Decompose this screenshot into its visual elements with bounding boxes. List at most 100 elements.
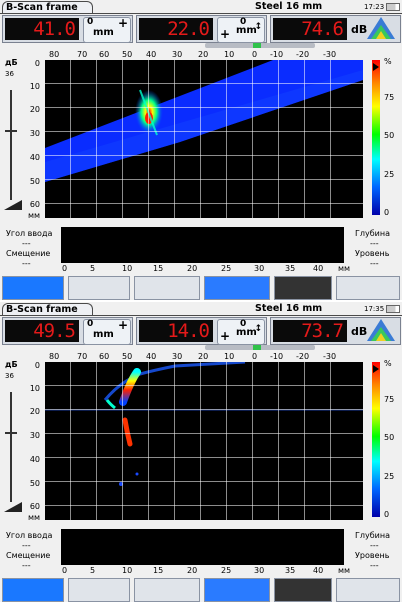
level-value: ---	[370, 561, 379, 570]
distance-unit-button[interactable]: 0 mm +	[83, 16, 131, 43]
x-tick: 30	[172, 352, 183, 361]
distance-value: 41.0	[5, 18, 79, 40]
y-tick: 20	[29, 407, 40, 416]
colorbar-tick: 75	[384, 93, 395, 102]
x-tick: 30	[172, 50, 183, 59]
wedge-button[interactable]	[134, 578, 200, 602]
depth-readout[interactable]: 22.0 0 mm + ↕	[136, 15, 267, 43]
y-tick: 30	[29, 431, 40, 440]
bscan-image[interactable]	[45, 60, 363, 218]
trace-tick: мм	[338, 264, 351, 273]
probe-button[interactable]	[68, 578, 130, 602]
y-tick: 10	[29, 384, 40, 393]
x-tick: 50	[122, 50, 133, 59]
trace-tick: 0	[62, 264, 68, 273]
angle-label: Угол ввода	[6, 531, 53, 540]
depth-unit-button[interactable]: 0 mm + ↕	[217, 319, 265, 345]
horizontal-scrollbar[interactable]	[205, 345, 315, 350]
frame-title: B-Scan frame #18	[2, 303, 93, 327]
plus-icon: +	[117, 16, 128, 30]
horizontal-scrollbar[interactable]	[205, 43, 315, 48]
wedge-button[interactable]	[134, 276, 200, 300]
x-tick: 0	[252, 352, 258, 361]
depth-label: Глубина	[355, 531, 390, 540]
gain-value: 74.6	[273, 18, 347, 40]
trace-tick: 10	[122, 264, 133, 273]
scroll-thumb[interactable]	[253, 345, 261, 350]
gain-slider-handle[interactable]	[5, 432, 17, 434]
depth-label: Глубина	[355, 229, 390, 238]
palette-button[interactable]: dB	[351, 319, 397, 343]
x-tick: 70	[77, 50, 88, 59]
bscan-frame-2: B-Scan frame #18 Steel 16 mm 17:35 49.5 …	[0, 302, 402, 602]
bscan-image[interactable]	[45, 362, 363, 520]
mode-button[interactable]	[2, 276, 64, 300]
y-tick: 0	[34, 361, 40, 370]
gain-readout[interactable]: 74.6 dB	[270, 15, 401, 43]
depth-unit-button[interactable]: 0 mm + ↕	[217, 17, 265, 43]
y-tick: 50	[29, 177, 40, 186]
a-scan-trace[interactable]	[61, 227, 344, 263]
db-axis-label: дБ	[5, 360, 18, 369]
trace-tick: 40	[313, 264, 324, 273]
threshold-marker-icon[interactable]	[373, 63, 379, 71]
arrow-updown-icon: ↕	[254, 324, 262, 334]
y-tick: 60	[29, 502, 40, 511]
layout-button[interactable]	[204, 578, 270, 602]
a-scan-trace[interactable]	[61, 529, 344, 565]
gain-readout[interactable]: 73.7 dB	[270, 317, 401, 345]
colorbar-tick: 75	[384, 395, 395, 404]
distance-readout[interactable]: 41.0 0 mm +	[2, 15, 133, 43]
y-tick: 30	[29, 129, 40, 138]
gain-slider[interactable]	[10, 392, 12, 502]
level-label: Уровень	[355, 249, 390, 258]
palette-button[interactable]: dB	[351, 17, 397, 41]
angle-value: ---	[22, 239, 31, 248]
offset-label: Смещение	[6, 551, 51, 560]
signal-button[interactable]	[274, 276, 332, 300]
trace-tick: 30	[254, 566, 265, 575]
trace-tick: 5	[90, 566, 96, 575]
title-divider	[0, 315, 402, 316]
probe-button[interactable]	[68, 276, 130, 300]
x-tick: -20	[296, 352, 310, 361]
db-axis-label: дБ	[5, 58, 18, 67]
x-tick: 80	[49, 352, 60, 361]
y-tick: 10	[29, 82, 40, 91]
clock: 17:35	[364, 305, 385, 313]
palette-select-button[interactable]	[336, 276, 400, 300]
palette-select-button[interactable]	[336, 578, 400, 602]
level-label: Уровень	[355, 551, 390, 560]
x-tick: -20	[296, 50, 310, 59]
ramp-icon	[4, 502, 22, 512]
db-axis-value: 36	[5, 372, 14, 380]
x-tick: -10	[270, 352, 284, 361]
gain-slider-handle[interactable]	[5, 130, 17, 132]
trace-tick: 0	[62, 566, 68, 575]
scroll-thumb[interactable]	[253, 43, 261, 48]
plus-icon: +	[220, 27, 231, 41]
layout-button[interactable]	[204, 276, 270, 300]
bscan-frame-1: B-Scan frame #8 Steel 16 mm 17:23 41.0 0…	[0, 0, 402, 300]
depth-readout[interactable]: 14.0 0 mm + ↕	[136, 317, 267, 345]
x-tick: 60	[99, 50, 110, 59]
angle-value: ---	[22, 541, 31, 550]
gain-slider[interactable]	[10, 90, 12, 200]
x-tick: 70	[77, 352, 88, 361]
distance-value: 49.5	[5, 320, 79, 342]
mode-button[interactable]	[2, 578, 64, 602]
colorbar-tick: 25	[384, 472, 395, 481]
trace-tick: 15	[153, 566, 164, 575]
trace-tick: 5	[90, 264, 96, 273]
y-tick: 60	[29, 200, 40, 209]
distance-unit-button[interactable]: 0 mm +	[83, 318, 131, 345]
x-tick: 20	[198, 352, 209, 361]
plus-icon: +	[117, 318, 128, 332]
distance-readout[interactable]: 49.5 0 mm +	[2, 317, 133, 345]
signal-button[interactable]	[274, 578, 332, 602]
color-scale-bar	[372, 60, 380, 215]
y-tick: 40	[29, 153, 40, 162]
x-tick: -10	[270, 50, 284, 59]
threshold-marker-icon[interactable]	[373, 365, 379, 373]
x-tick: -30	[323, 50, 337, 59]
